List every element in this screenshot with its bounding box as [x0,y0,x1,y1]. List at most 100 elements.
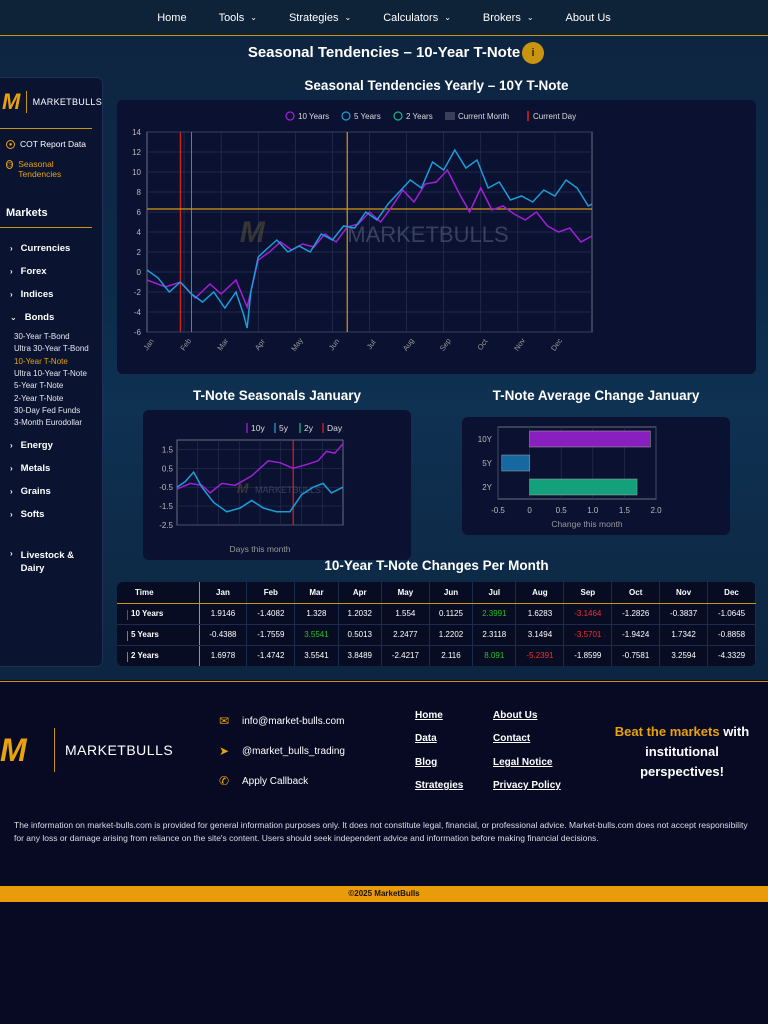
footer-contact-1[interactable]: ➤ @market_bulls_trading [218,744,345,758]
footer-contact-0[interactable]: ✉ info@market-bulls.com [218,714,345,728]
nav-about-us[interactable]: About Us [565,11,611,24]
y-tick-label: -2.5 [159,521,173,530]
sidebar-bond-item[interactable]: Ultra 30-Year T-Bond [14,344,89,354]
y-tick-label: 4 [137,228,142,237]
table-cell: -5.2391 [515,645,565,666]
x-tick-label: May [289,336,305,353]
footer-contact-2[interactable]: ✆ Apply Callback [218,774,309,788]
column-header: Time [117,582,200,604]
column-header: Feb [246,582,296,604]
y-tick-label: -6 [134,328,142,337]
sidebar-logo[interactable]: M MARKETBULLS [2,86,102,118]
nav-home[interactable]: Home [157,11,187,24]
beat-markets-slogan: Beat the markets with institutional pers… [614,724,750,779]
avg-change-panel: -0.5 0 0.5 1.0 1.5 2.0 10Y 5Y 2Y Change this mont… [462,417,730,535]
table-cell: 2.116 [429,645,474,666]
table-cell: 3.5541 [294,624,339,646]
chevron-down-icon: ⌄ [10,313,17,322]
table-cell: 1.6978 [199,645,248,666]
legend-item[interactable]: Current Month [445,112,509,121]
sidebar-category-grains[interactable]: › Grains [10,486,51,497]
sidebar-bond-item[interactable]: 30-Year T-Bond [14,332,70,341]
legend-item[interactable]: Current Day [527,111,576,121]
footer [0,682,768,886]
chevron-right-icon: › [10,510,13,519]
nav-tools[interactable]: Tools ⌄ [218,11,257,24]
watermark-text: MARKETBULLS [347,222,508,247]
legend-item[interactable]: Day [322,423,343,433]
clock-icon: ◷ [6,160,14,169]
table-cell: -0.7581 [611,645,661,666]
sidebar-bond-item[interactable]: 3-Month Eurodollar [14,418,83,428]
info-icon[interactable]: i [522,42,544,64]
svg-text:Current Month: Current Month [458,112,509,121]
table-row: 10 Years 1.9146 -1.4082 1.328 1.2032 1.554 0.1… [117,603,756,625]
chevron-right-icon: › [10,464,13,473]
sidebar-category-indices[interactable]: › Indices [10,289,54,300]
x-tick-label: Feb [178,337,193,353]
table-cell: -0.8858 [707,624,756,646]
sidebar-bond-item[interactable]: 5-Year T-Note [14,381,64,391]
legend-item[interactable]: 2y [299,423,314,433]
mail-icon: ✉ [218,714,230,728]
legend-item[interactable]: 5y [274,423,289,433]
sidebar-bond-item[interactable]: Ultra 10-Year T-Note [14,368,87,378]
sidebar-link-0[interactable]: ● COT Report Data [6,139,86,149]
chevron-down-icon: ⌄ [344,13,352,22]
sidebar-category-softs[interactable]: › Softs [10,509,45,520]
series-line-5y [176,470,344,513]
table-cell: -0.4388 [199,624,248,646]
table-cell: 1.2032 [338,603,382,625]
yearly-chart-panel: 14 12 10 8 6 4 2 0 -2 -4 -6 Jan Feb Mar Apr May Jun Jul Au… [117,100,756,374]
footer-link-legal-notice[interactable]: Legal Notice [493,757,553,768]
avg-change-chart: -0.5 0 0.5 1.0 1.5 2.0 10Y 5Y 2Y Change this mont… [478,426,662,529]
table-cell: -1.2826 [611,603,661,625]
x-tick-label: 1.0 [587,506,599,515]
legend-item[interactable]: 10y [246,423,265,433]
sidebar-category-bonds[interactable]: ⌄ Bonds [10,312,55,323]
sidebar-bond-item[interactable]: 2-Year T-Note [14,393,64,403]
nav-strategies[interactable]: Strategies ⌄ [288,11,352,24]
sidebar-link-1[interactable]: ◷ Seasonal Tendencies [6,159,62,179]
table-cell: 1.6283 [515,603,565,625]
chevron-down-icon: ⌄ [526,13,534,22]
column-header: Dec [707,582,756,604]
legend-item[interactable]: 5 Years [341,111,381,121]
nav-calculators[interactable]: Calculators ⌄ [383,11,451,24]
footer-link-about-us[interactable]: About Us [493,710,538,721]
sidebar-bond-item[interactable]: 30-Day Fed Funds [14,405,81,415]
bull-logo-icon: M [2,89,21,114]
footer-link-home[interactable]: Home [415,710,443,721]
footer-link-contact[interactable]: Contact [493,733,531,744]
markets-heading: Markets [6,207,48,219]
bar-10Y [529,430,651,448]
footer-link-privacy-policy[interactable]: Privacy Policy [493,780,561,791]
column-header: Apr [338,582,382,604]
table-cell: 1.2202 [429,624,474,646]
footer-link-strategies[interactable]: Strategies [415,780,464,791]
chevron-right-icon: › [10,441,13,450]
legend-item[interactable]: 2 Years [393,111,433,121]
sidebar-category-currencies[interactable]: › Currencies [10,243,71,254]
footer-link-blog[interactable]: Blog [415,757,438,768]
x-tick-label: Dec [549,336,564,352]
x-axis-label: Change this month [551,519,623,529]
january-chart: 1.5 0.5 -0.5 -1.5 -2.5 M MARKETBULLS Days this … [159,423,344,554]
yearly-chart-title: Seasonal Tendencies Yearly – 10Y T-Note [304,78,569,93]
footer-logo[interactable]: M MARKETBULLS [0,728,173,772]
series-line-5-years [146,148,593,329]
footer-link-data[interactable]: Data [415,733,437,744]
x-tick-label: Oct [475,336,490,351]
sidebar-category-livestock-dairy[interactable]: › Livestock & Dairy [10,549,74,574]
x-tick-label: Sep [438,337,453,353]
y-tick-label: 14 [132,128,141,137]
legend-item[interactable]: 10 Years [285,111,329,121]
nav-brokers[interactable]: Brokers ⌄ [482,11,534,24]
table-cell: -1.8599 [563,645,613,666]
y-tick-label: 0 [137,268,142,277]
sidebar-category-energy[interactable]: › Energy [10,440,53,451]
sidebar-bond-item[interactable]: 10-Year T-Note [14,356,68,366]
sidebar-category-forex[interactable]: › Forex [10,266,47,277]
table-cell: 3.2594 [659,645,709,666]
sidebar-category-metals[interactable]: › Metals [10,463,51,474]
